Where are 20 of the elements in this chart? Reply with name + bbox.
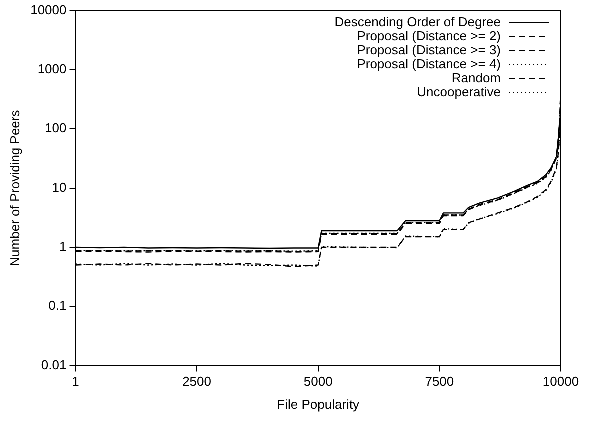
y-tick-label: 0.01 xyxy=(41,357,67,372)
legend-label: Proposal (Distance >= 3) xyxy=(357,42,501,58)
legend-label: Descending Order of Degree xyxy=(334,14,501,30)
x-tick-label: 2500 xyxy=(182,374,212,390)
x-tick-label: 7500 xyxy=(425,374,454,390)
y-axis-title: Number of Providing Peers xyxy=(7,110,22,266)
x-tick-label: 10000 xyxy=(542,374,580,390)
legend-label: Proposal (Distance >= 2) xyxy=(357,28,501,44)
x-tick-label: 1 xyxy=(72,374,80,390)
y-tick-label: 10 xyxy=(52,180,67,195)
legend-label: Uncooperative xyxy=(417,84,501,100)
y-tick-label: 10000 xyxy=(30,2,67,18)
legend-label: Proposal (Distance >= 4) xyxy=(357,56,501,72)
x-axis-title: File Popularity xyxy=(277,396,360,412)
y-tick-label: 1000 xyxy=(38,62,67,77)
y-tick-label: 0.1 xyxy=(48,298,67,314)
y-tick-label: 100 xyxy=(45,120,67,136)
x-tick-label: 5000 xyxy=(304,374,333,390)
y-tick-label: 1 xyxy=(60,239,67,254)
legend-label: Random xyxy=(452,70,501,86)
